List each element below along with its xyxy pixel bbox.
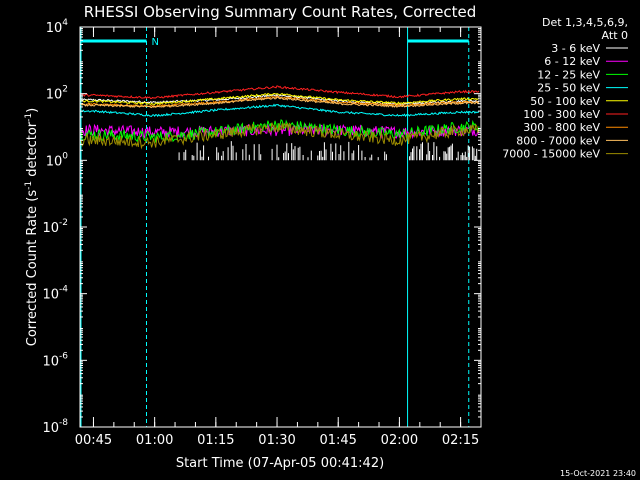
y-tick-label: 10-4 xyxy=(42,285,68,303)
y-tick-label-exponent: -2 xyxy=(59,218,68,228)
legend-detectors: Det 1,3,4,5,6,9, xyxy=(542,16,628,29)
series-line xyxy=(80,122,480,150)
y-tick-label-base: 10 xyxy=(46,154,63,169)
legend-label: 6 - 12 keV xyxy=(544,55,600,68)
x-tick-label: 00:45 xyxy=(75,433,112,448)
x-tick-label: 01:30 xyxy=(258,433,295,448)
series-line xyxy=(80,92,480,106)
count-rate-spikes xyxy=(178,141,478,161)
y-axis-label-sup-2: -1 xyxy=(24,113,34,122)
legend-label: 3 - 6 keV xyxy=(551,42,600,55)
series-line xyxy=(80,85,480,100)
x-axis: 00:45 01:00 01:15 01:30 01:45 02:00 02:15 xyxy=(75,27,482,448)
y-axis-label-end: ) xyxy=(25,108,40,113)
legend-label: 7000 - 15000 keV xyxy=(502,148,600,161)
x-tick-label: 02:00 xyxy=(381,433,418,448)
y-axis-label: Corrected Count Rate (s-1 detector-1) xyxy=(24,108,40,346)
y-tick-label: 10-2 xyxy=(42,218,68,236)
y-tick-label-exponent: 2 xyxy=(62,85,68,95)
y-tick-label: 100 xyxy=(46,151,69,169)
x-tick-label: 01:00 xyxy=(136,433,173,448)
y-tick-label-exponent: 4 xyxy=(62,18,68,28)
y-tick-label-base: 10 xyxy=(42,421,59,436)
legend-label: 25 - 50 keV xyxy=(537,82,600,95)
legend-label: 100 - 300 keV xyxy=(523,108,600,121)
x-tick-label: 02:15 xyxy=(442,433,479,448)
legend-label: 50 - 100 keV xyxy=(530,95,600,108)
y-tick-label: 10-6 xyxy=(42,351,68,369)
y-tick-label-base: 10 xyxy=(42,288,59,303)
legend-label: 12 - 25 keV xyxy=(537,68,600,81)
y-tick-label-exponent: -4 xyxy=(59,285,68,295)
generated-timestamp: 15-Oct-2021 23:40 xyxy=(560,469,636,478)
y-tick-label-exponent: -8 xyxy=(59,418,68,428)
x-axis-label: Start Time (07-Apr-05 00:41:42) xyxy=(176,456,384,471)
y-tick-label-base: 10 xyxy=(46,88,63,103)
chart-title: RHESSI Observing Summary Count Rates, Co… xyxy=(84,3,477,21)
y-tick-label: 10-8 xyxy=(42,418,68,436)
series-layer xyxy=(80,85,480,161)
series-line xyxy=(80,118,480,143)
y-axis-label-mid: detector xyxy=(25,121,40,181)
night-flag-label: N xyxy=(151,37,158,48)
x-tick-label: 01:45 xyxy=(319,433,356,448)
series-line xyxy=(81,96,480,109)
legend-label: 800 - 7000 keV xyxy=(516,134,600,147)
legend-attenuator: Att 0 xyxy=(602,29,628,42)
y-tick-label: 104 xyxy=(46,18,69,36)
y-tick-label: 102 xyxy=(46,85,68,103)
y-tick-label-exponent: -6 xyxy=(59,351,68,361)
y-tick-label-base: 10 xyxy=(42,354,59,369)
x-tick-label: 01:15 xyxy=(197,433,234,448)
y-tick-label-exponent: 0 xyxy=(62,151,68,161)
y-axis-label-base: Corrected Count Rate (s xyxy=(25,190,40,347)
y-axis-label-sup-1: -1 xyxy=(24,181,34,190)
y-tick-label-base: 10 xyxy=(42,221,59,236)
series-line xyxy=(80,103,480,118)
legend-label: 300 - 800 keV xyxy=(523,121,600,134)
y-tick-label-base: 10 xyxy=(46,21,63,36)
